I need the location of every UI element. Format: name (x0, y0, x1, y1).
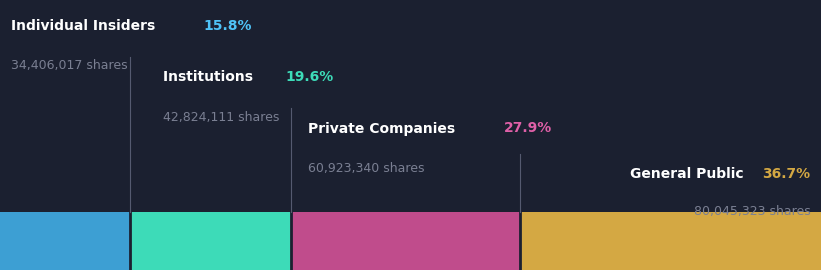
Text: 42,824,111 shares: 42,824,111 shares (163, 111, 279, 124)
Text: 60,923,340 shares: 60,923,340 shares (308, 162, 424, 175)
Text: 36.7%: 36.7% (762, 167, 810, 181)
Text: General Public: General Public (630, 167, 748, 181)
Text: 19.6%: 19.6% (285, 70, 333, 84)
Text: Institutions: Institutions (163, 70, 258, 84)
Text: 34,406,017 shares: 34,406,017 shares (11, 59, 127, 72)
Bar (291, 212, 520, 270)
Text: 15.8%: 15.8% (203, 19, 251, 33)
Text: Individual Insiders: Individual Insiders (11, 19, 160, 33)
Text: Private Companies: Private Companies (308, 122, 460, 136)
Text: 27.9%: 27.9% (504, 122, 553, 136)
Bar (0, 212, 130, 270)
Bar (520, 212, 821, 270)
Bar (130, 212, 291, 270)
Text: 80,045,323 shares: 80,045,323 shares (694, 205, 810, 218)
